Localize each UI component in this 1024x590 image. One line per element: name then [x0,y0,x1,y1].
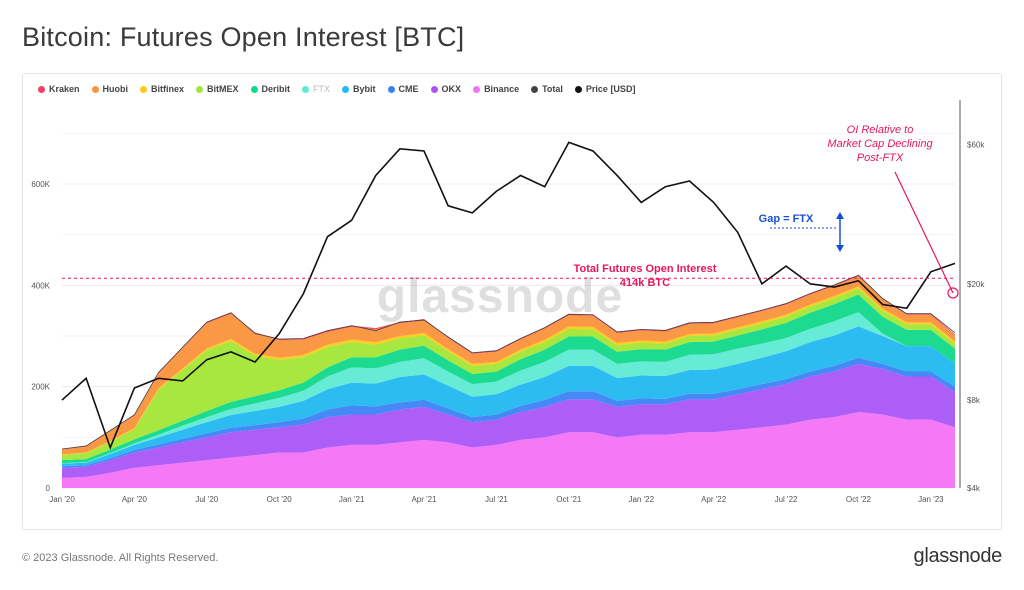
y-right-tick-label: $4k [967,484,981,493]
y-left-tick-label: 600K [31,180,50,189]
gap-arrow-head-up [836,212,844,219]
x-tick-label: Jul '21 [485,495,508,504]
y-right-tick-label: $8k [967,396,981,405]
x-tick-label: Jan '23 [918,495,944,504]
x-tick-label: Jan '21 [339,495,365,504]
annotation-gap-ftx: Gap = FTX [759,213,814,225]
glassnode-logo: glassnode [914,545,1002,568]
x-tick-label: Jan '20 [49,495,75,504]
x-tick-label: Oct '20 [267,495,293,504]
y-right-tick-label: $60k [967,140,985,149]
annotation-total-oi: 414k BTC [620,277,670,289]
copyright-text: © 2023 Glassnode. All Rights Reserved. [22,552,218,564]
x-tick-label: Jul '20 [195,495,218,504]
watermark: glassnode [377,270,623,323]
annotation-oi-relative: Post-FTX [857,152,904,164]
x-tick-label: Apr '21 [411,495,437,504]
y-left-tick-label: 200K [31,383,50,392]
y-right-tick-label: $20k [967,280,985,289]
x-tick-label: Apr '22 [701,495,727,504]
x-tick-label: Jan '22 [628,495,654,504]
x-tick-label: Jul '22 [775,495,798,504]
y-left-tick-label: 400K [31,281,50,290]
x-tick-label: Apr '20 [122,495,148,504]
gap-arrow-head-down [836,245,844,252]
x-tick-label: Oct '22 [846,495,872,504]
annotation-arrow [895,172,953,293]
annotation-oi-relative: Market Cap Declining [827,138,933,150]
y-left-tick-label: 0 [46,484,51,493]
x-tick-label: Oct '21 [556,495,582,504]
annotation-oi-relative: OI Relative to [847,124,914,136]
